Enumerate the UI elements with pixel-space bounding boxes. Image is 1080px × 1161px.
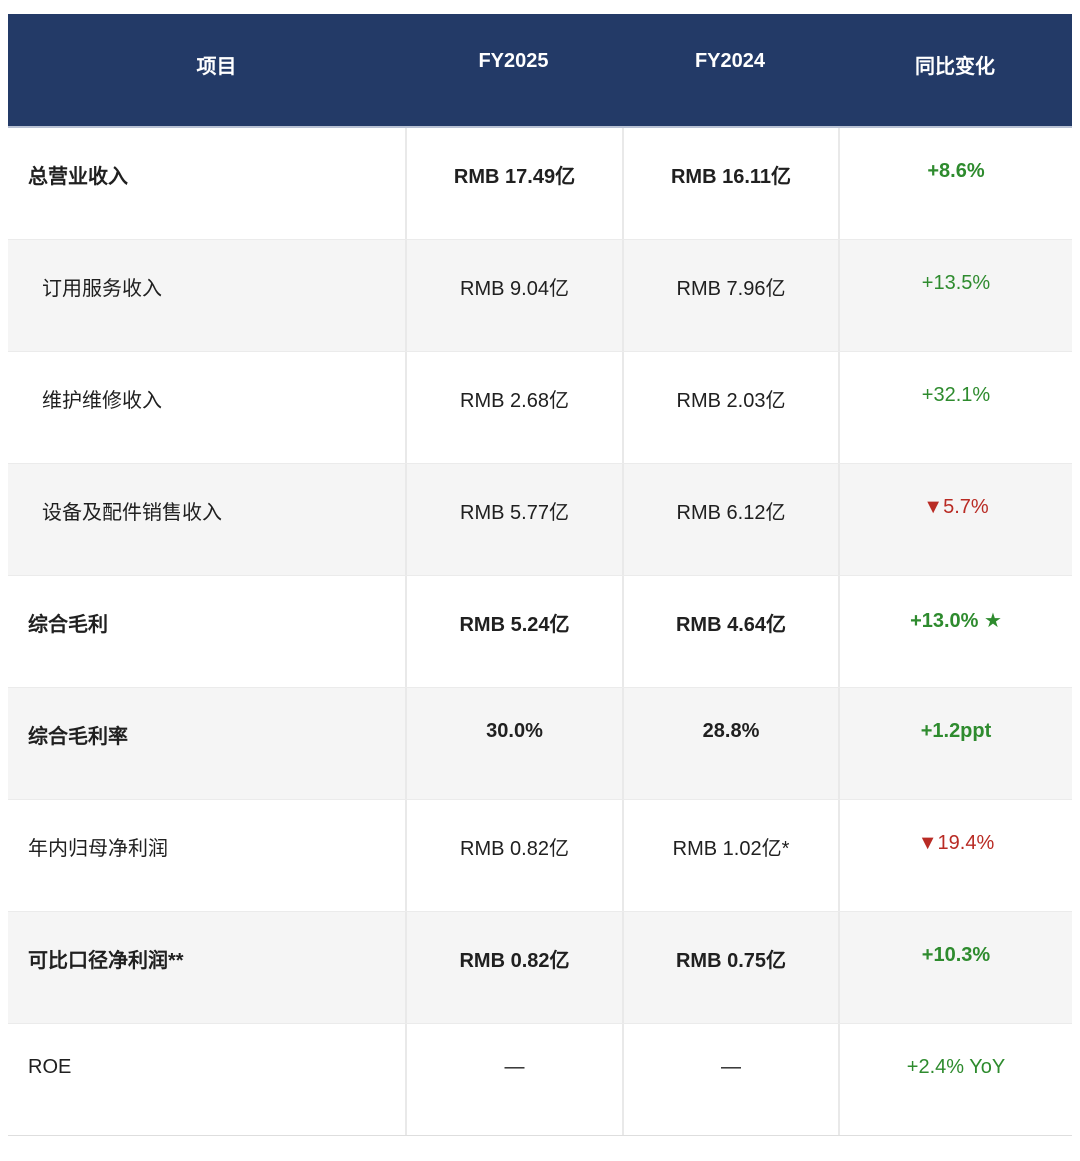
row-label: 年内归母净利润 — [28, 838, 168, 860]
fy2025-value: RMB 9.04亿 — [405, 240, 622, 351]
financial-summary-table: 项目 FY2025 FY2024 同比变化 总营业收入 RMB 17.49亿 R… — [8, 14, 1072, 1136]
table-row-gross-profit: 综合毛利 RMB 5.24亿 RMB 4.64亿 +13.0% ★ — [8, 576, 1072, 688]
row-label: 可比口径净利润** — [28, 950, 184, 972]
table-row-equipment-sales-revenue: 设备及配件销售收入 RMB 5.77亿 RMB 6.12亿 ▼5.7% — [8, 464, 1072, 576]
row-label: 设备及配件销售收入 — [42, 502, 222, 524]
fy2025-value: RMB 5.77亿 — [405, 464, 622, 575]
fy2024-value: RMB 6.12亿 — [622, 464, 838, 575]
row-label: ROE — [28, 1056, 72, 1078]
fy2024-value: RMB 16.11亿 — [622, 128, 838, 239]
row-label: 订用服务收入 — [42, 278, 162, 300]
table-row-maintenance-revenue: 维护维修收入 RMB 2.68亿 RMB 2.03亿 +32.1% — [8, 352, 1072, 464]
row-label: 综合毛利 — [28, 614, 108, 636]
yoy-change-value: +13.0% ★ — [838, 576, 1072, 687]
table-row-roe: ROE — — +2.4% YoY — [8, 1024, 1072, 1136]
yoy-change-value: +1.2ppt — [838, 688, 1072, 799]
fy2025-value: RMB 17.49亿 — [405, 128, 622, 239]
yoy-change-value: +10.3% — [838, 912, 1072, 1023]
fy2024-value: — — [622, 1024, 838, 1135]
fy2024-value: RMB 0.75亿 — [622, 912, 838, 1023]
yoy-change-value: +2.4% YoY — [838, 1024, 1072, 1135]
row-label: 总营业收入 — [28, 166, 128, 188]
column-header-fy2024: FY2024 — [694, 50, 766, 72]
table-row-subscription-revenue: 订用服务收入 RMB 9.04亿 RMB 7.96亿 +13.5% — [8, 240, 1072, 352]
row-label: 综合毛利率 — [28, 726, 128, 748]
fy2024-value: RMB 2.03亿 — [622, 352, 838, 463]
fy2025-value: RMB 0.82亿 — [405, 800, 622, 911]
yoy-change-value: +13.5% — [838, 240, 1072, 351]
column-header-fy2025: FY2025 — [478, 50, 549, 72]
fy2025-value: RMB 2.68亿 — [405, 352, 622, 463]
column-header-yoy-change: 同比变化 — [915, 56, 995, 78]
fy2024-value: RMB 4.64亿 — [622, 576, 838, 687]
fy2024-value: RMB 7.96亿 — [622, 240, 838, 351]
fy2025-value: — — [405, 1024, 622, 1135]
fy2025-value: RMB 5.24亿 — [405, 576, 622, 687]
fy2025-value: 30.0% — [405, 688, 622, 799]
yoy-change-value: ▼5.7% — [838, 464, 1072, 575]
table-row-gross-margin: 综合毛利率 30.0% 28.8% +1.2ppt — [8, 688, 1072, 800]
yoy-change-value: +32.1% — [838, 352, 1072, 463]
yoy-change-value: +8.6% — [838, 128, 1072, 239]
column-header-item: 项目 — [196, 56, 237, 78]
fy2025-value: RMB 0.82亿 — [405, 912, 622, 1023]
table-header-row: 项目 FY2025 FY2024 同比变化 — [8, 14, 1072, 128]
row-label: 维护维修收入 — [42, 390, 162, 412]
table-row-comparable-net-profit: 可比口径净利润** RMB 0.82亿 RMB 0.75亿 +10.3% — [8, 912, 1072, 1024]
table-row-net-profit-attributable: 年内归母净利润 RMB 0.82亿 RMB 1.02亿* ▼19.4% — [8, 800, 1072, 912]
table-row-total-revenue: 总营业收入 RMB 17.49亿 RMB 16.11亿 +8.6% — [8, 128, 1072, 240]
fy2024-value: 28.8% — [622, 688, 838, 799]
yoy-change-value: ▼19.4% — [838, 800, 1072, 911]
fy2024-value: RMB 1.02亿* — [622, 800, 838, 911]
